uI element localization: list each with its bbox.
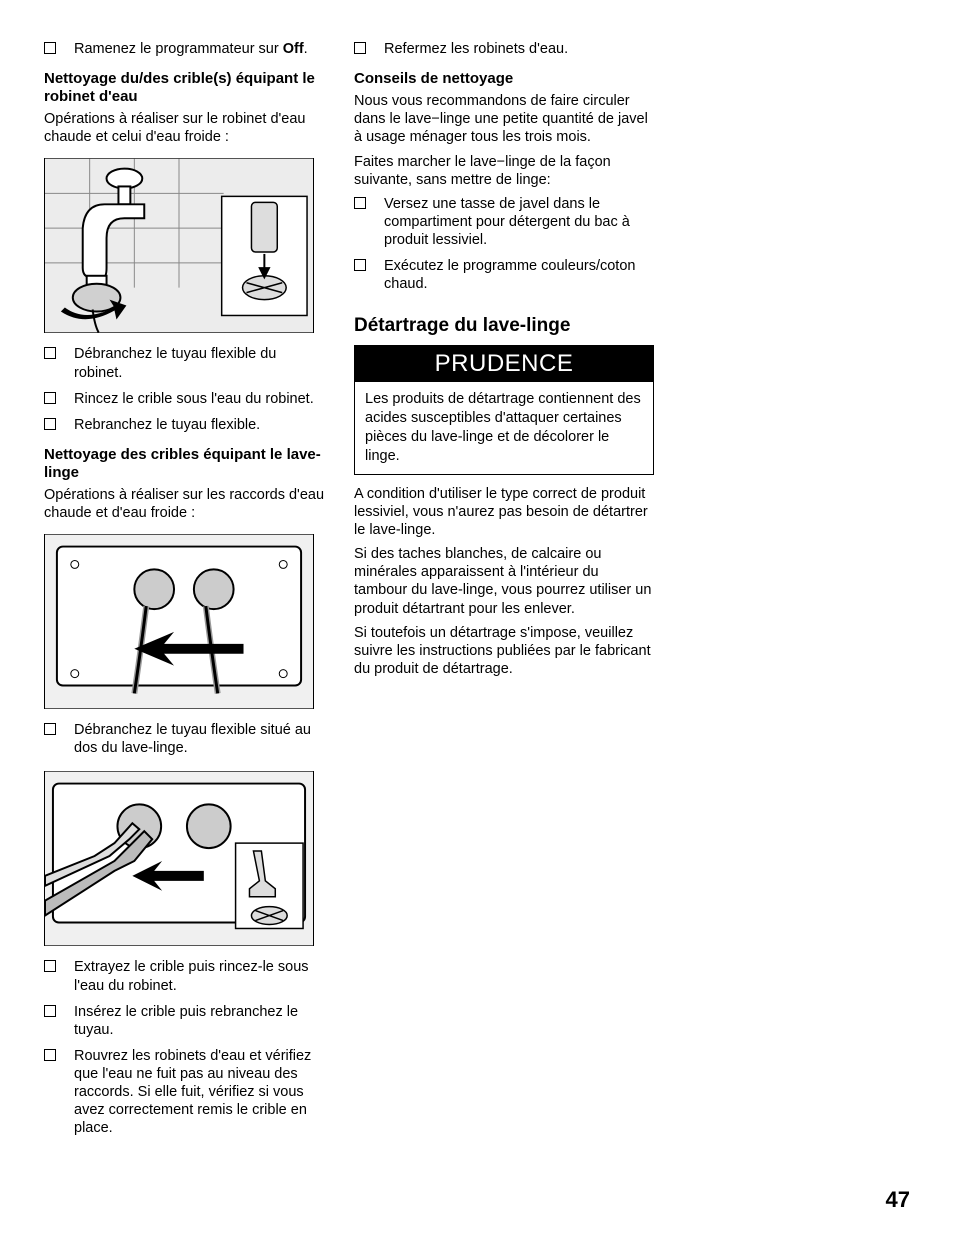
list-item-text: Extrayez le crible puis rincez-le sous l… (74, 958, 324, 994)
warning-box: PRUDENCE Les produits de détartrage cont… (354, 345, 654, 474)
text-bold: Off (283, 41, 304, 57)
list-item-text: Débranchez le tuyau flexible du robinet. (74, 345, 324, 381)
list-item: Rebranchez le tuyau flexible. (44, 416, 324, 434)
paragraph: Si des taches blanches, de calcaire ou m… (354, 545, 654, 618)
bullet-list: Ramenez le programmateur sur Off. (44, 40, 324, 66)
pliers-illustration-icon (45, 771, 313, 946)
text-run: Ramenez le programmateur sur (74, 41, 283, 57)
checkbox-icon (44, 1005, 56, 1017)
page-number: 47 (886, 1187, 910, 1213)
paragraph: Si toutefois un détartrage s'impose, veu… (354, 624, 654, 678)
list-item-text: Versez une tasse de javel dans le compar… (384, 195, 654, 249)
checkbox-icon (44, 347, 56, 359)
list-item: Exécutez le programme couleurs/coton cha… (354, 257, 654, 293)
washer-back-illustration-icon (45, 534, 313, 709)
paragraph: Opérations à réaliser sur le robinet d'e… (44, 110, 324, 146)
list-item-text: Exécutez le programme couleurs/coton cha… (384, 257, 654, 293)
checkbox-icon (354, 197, 366, 209)
list-item-text: Rouvrez les robinets d'eau et vérifiez q… (74, 1047, 324, 1138)
checkbox-icon (44, 960, 56, 972)
page-content: Ramenez le programmateur sur Off. Nettoy… (0, 0, 954, 1166)
list-item-text: Refermez les robinets d'eau. (384, 40, 654, 58)
list-item-text: Débranchez le tuyau flexible situé au do… (74, 721, 324, 757)
bullet-list: Extrayez le crible puis rincez-le sous l… (44, 958, 324, 1145)
checkbox-icon (44, 42, 56, 54)
list-item-text: Rincez le crible sous l'eau du robinet. (74, 390, 324, 408)
checkbox-icon (44, 392, 56, 404)
figure-strainer-pliers (44, 771, 314, 946)
figure-faucet (44, 158, 314, 333)
paragraph: Opérations à réaliser sur les raccords d… (44, 486, 324, 522)
paragraph: Nous vous recommandons de faire circuler… (354, 92, 654, 146)
paragraph: Faites marcher le lave−linge de la façon… (354, 153, 654, 189)
warning-heading: PRUDENCE (355, 346, 653, 382)
paragraph: A condition d'utiliser le type correct d… (354, 485, 654, 539)
checkbox-icon (44, 418, 56, 430)
checkbox-icon (44, 723, 56, 735)
figure-washer-back (44, 534, 314, 709)
bullet-list: Débranchez le tuyau flexible situé au do… (44, 721, 324, 765)
list-item: Insérez le crible puis rebranchez le tuy… (44, 1003, 324, 1039)
list-item-text: Insérez le crible puis rebranchez le tuy… (74, 1003, 324, 1039)
list-item: Rouvrez les robinets d'eau et vérifiez q… (44, 1047, 324, 1138)
list-item: Rincez le crible sous l'eau du robinet. (44, 390, 324, 408)
right-column: Refermez les robinets d'eau. Conseils de… (354, 40, 654, 1146)
list-item: Débranchez le tuyau flexible du robinet. (44, 345, 324, 381)
subheading: Conseils de nettoyage (354, 70, 654, 88)
list-item: Débranchez le tuyau flexible situé au do… (44, 721, 324, 757)
left-column: Ramenez le programmateur sur Off. Nettoy… (44, 40, 324, 1146)
checkbox-icon (354, 259, 366, 271)
bullet-list: Débranchez le tuyau flexible du robinet.… (44, 345, 324, 442)
list-item: Refermez les robinets d'eau. (354, 40, 654, 58)
warning-body: Les produits de détartrage contiennent d… (355, 382, 653, 473)
faucet-illustration-icon (45, 158, 313, 333)
bullet-list: Versez une tasse de javel dans le compar… (354, 195, 654, 302)
list-item: Ramenez le programmateur sur Off. (44, 40, 324, 58)
list-item: Extrayez le crible puis rincez-le sous l… (44, 958, 324, 994)
bullet-list: Refermez les robinets d'eau. (354, 40, 654, 66)
list-item-text: Ramenez le programmateur sur Off. (74, 40, 324, 58)
checkbox-icon (44, 1049, 56, 1061)
subheading: Nettoyage du/des crible(s) équipant le r… (44, 70, 324, 106)
list-item-text: Rebranchez le tuyau flexible. (74, 416, 324, 434)
subheading: Nettoyage des cribles équipant le lave-l… (44, 446, 324, 482)
checkbox-icon (354, 42, 366, 54)
section-heading: Détartrage du lave-linge (354, 315, 654, 337)
list-item: Versez une tasse de javel dans le compar… (354, 195, 654, 249)
text-run: . (304, 41, 308, 57)
